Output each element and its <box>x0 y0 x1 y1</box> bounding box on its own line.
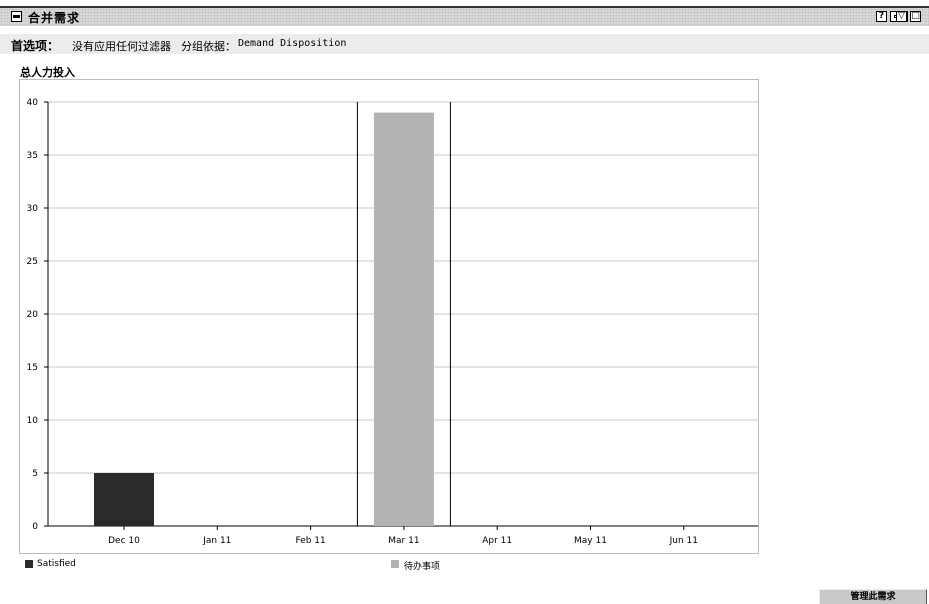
legend-label-satisfied: Satisfied <box>37 559 76 569</box>
y-tick-label: 5 <box>32 469 38 479</box>
x-tick-label: Mar 11 <box>388 536 419 546</box>
x-tick-label: Feb 11 <box>295 536 325 546</box>
x-tick-label: Dec 10 <box>108 536 140 546</box>
y-tick-label: 30 <box>27 204 39 214</box>
y-tick-label: 0 <box>32 522 38 532</box>
group-by-label: 分组依据： <box>181 40 236 53</box>
filter-status: 没有应用任何过滤器 <box>72 40 171 53</box>
chart-title: 总人力投入 <box>20 66 75 79</box>
maximize-icon[interactable]: □ <box>910 11 921 22</box>
bar-Satisfied <box>94 473 154 526</box>
chart-frame: 0 5 10 15 20 25 30 35 40 Dec 10 Jan 11 Feb 11 Mar 11… <box>19 79 759 572</box>
minimize-icon[interactable]: ▽ <box>896 11 907 22</box>
portlet-titlebar: 合并需求 ? ▽ □ <box>0 6 929 26</box>
portlet-title: 合并需求 <box>28 11 81 25</box>
bar-chart: 0 5 10 15 20 25 30 35 40 Dec 10 Jan 11 Feb 11 Mar 11… <box>27 98 758 546</box>
x-tick-label: Apr 11 <box>482 536 512 546</box>
y-tick-label: 25 <box>27 257 38 267</box>
y-tick-label: 20 <box>27 310 39 320</box>
x-tick-label: May 11 <box>574 536 607 546</box>
bar-待办事项 <box>373 112 434 526</box>
legend-swatch-satisfied <box>25 560 33 568</box>
x-tick-label: Jun 11 <box>669 536 698 546</box>
group-by-value: Demand Disposition <box>238 38 347 49</box>
collapse-icon[interactable] <box>11 11 22 22</box>
manage-demand-button[interactable]: 管理此需求 <box>819 589 927 604</box>
legend-label-backlog: 待办事项 <box>404 562 441 572</box>
filter-bar: 首选项： 没有应用任何过滤器 分组依据： Demand Disposition <box>0 34 929 54</box>
y-tick-label: 15 <box>27 363 38 373</box>
y-tick-label: 40 <box>27 98 39 108</box>
legend-swatch-backlog <box>391 560 399 568</box>
preferences-label: 首选项： <box>11 39 60 53</box>
y-tick-label: 35 <box>27 151 38 161</box>
y-tick-label: 10 <box>27 416 39 426</box>
x-tick-label: Jan 11 <box>202 536 231 546</box>
help-icon[interactable]: ? <box>876 11 887 22</box>
